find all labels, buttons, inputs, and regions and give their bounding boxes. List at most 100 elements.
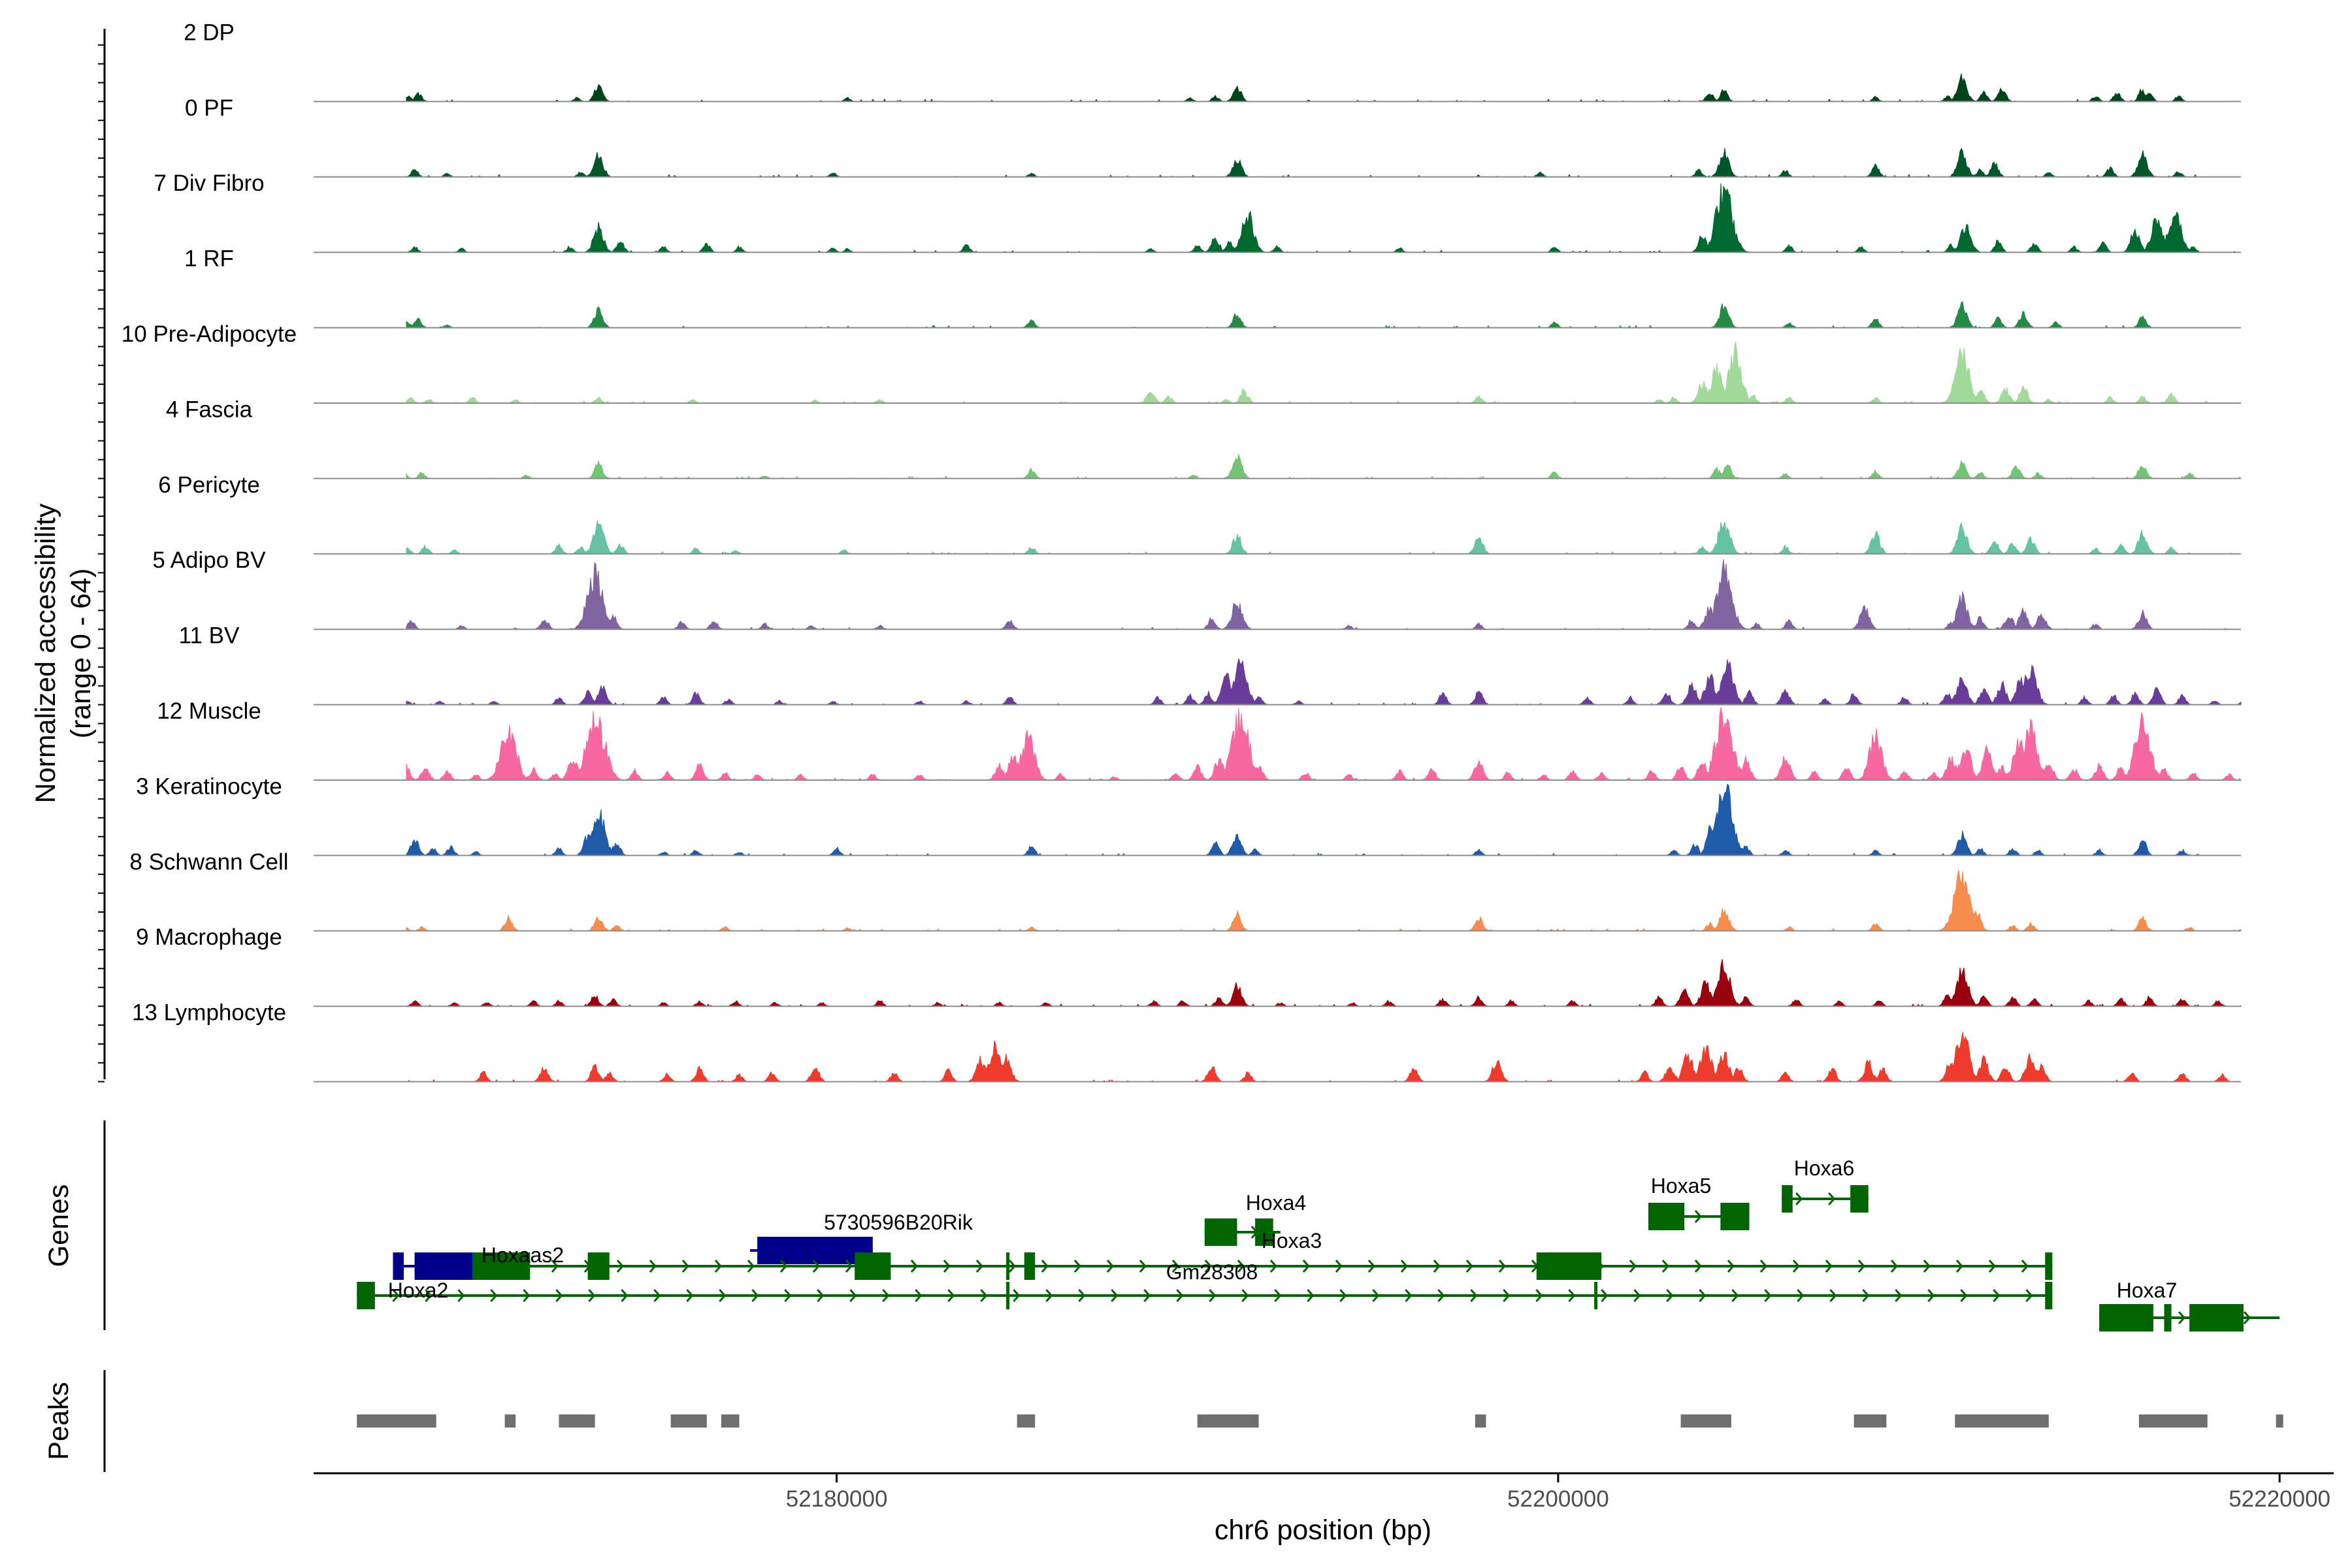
gene-strand-arrow xyxy=(1923,1260,1931,1273)
gene-strand-arrow xyxy=(425,1289,433,1302)
gene-strand-arrow xyxy=(1862,1289,1870,1302)
gene-exon xyxy=(414,1252,472,1280)
gene-exon xyxy=(472,1252,531,1280)
track-signal xyxy=(406,783,2241,857)
gene-exon xyxy=(855,1252,891,1280)
gene-exon xyxy=(1850,1185,1869,1213)
track-label: 2 DP xyxy=(184,20,235,45)
gene-strand-arrow xyxy=(649,1260,657,1273)
gene-exon xyxy=(757,1237,873,1264)
gene-strand-arrow xyxy=(1988,1260,1996,1273)
track-signal xyxy=(406,183,2241,253)
track-signal xyxy=(406,559,2241,630)
gene-exon xyxy=(2045,1252,2053,1280)
y-axis-title: Normalized accessibility (range 0 - 64) xyxy=(30,503,97,803)
gene-strand-arrow xyxy=(910,1260,918,1273)
gene-strand-arrow xyxy=(1176,1289,1184,1302)
peak-region xyxy=(1955,1414,2049,1428)
gene-exon xyxy=(1648,1203,1685,1230)
gene-label: Hoxa4 xyxy=(1246,1191,1307,1215)
peak-region xyxy=(1854,1414,1887,1428)
gene-exon xyxy=(1255,1218,1273,1246)
track-13-lymphocyte: 13 Lymphocyte xyxy=(132,1000,2241,1083)
gene-label: Hoxa6 xyxy=(1794,1156,1855,1180)
y-axis xyxy=(98,29,106,1083)
gene-hoxa6 xyxy=(1782,1185,1869,1213)
track-label: 1 RF xyxy=(184,246,234,272)
gene-strand-arrow xyxy=(751,1289,759,1302)
track-signal xyxy=(406,73,2241,103)
gene-exon xyxy=(1006,1252,1010,1280)
gene-exon xyxy=(1204,1218,1237,1246)
peak-region xyxy=(559,1414,595,1428)
gene-strand-arrow xyxy=(1993,1289,2001,1302)
track-1-rf: 1 RF xyxy=(184,246,2241,329)
gene-exon xyxy=(1024,1252,1036,1280)
gene-strand-arrow xyxy=(1307,1289,1315,1302)
track-3-keratinocyte: 3 Keratinocyte xyxy=(136,774,2241,857)
track-label: 0 PF xyxy=(185,95,233,121)
track-signal xyxy=(406,148,2241,178)
track-label: 8 Schwann Cell xyxy=(129,849,288,875)
gene-strand-arrow xyxy=(1204,1260,1212,1273)
gene-strand-arrow xyxy=(1400,1260,1408,1273)
peak-region xyxy=(2138,1414,2208,1428)
gene-strand-arrow xyxy=(616,1260,624,1273)
gene-strand-arrow xyxy=(1465,1260,1473,1273)
gene-strand-arrow xyxy=(1857,1260,1865,1273)
track-4-fascia: 4 Fascia xyxy=(166,397,2242,480)
gene-label: Hoxa2 xyxy=(388,1279,449,1302)
gene-strand-arrow xyxy=(1960,1289,1968,1302)
track-12-muscle: 12 Muscle xyxy=(157,698,2242,781)
gene-label: Hoxaas2 xyxy=(482,1243,564,1267)
track-label: 3 Keratinocyte xyxy=(136,774,282,799)
x-axis: 52180000 52200000 52220000 xyxy=(314,1472,2334,1512)
x-axis-title: chr6 position (bp) xyxy=(1215,1514,1431,1546)
track-signal xyxy=(406,519,2241,555)
gene-strand-arrow xyxy=(1955,1260,1963,1273)
peak-region xyxy=(357,1414,436,1428)
track-8-schwann-cell: 8 Schwann Cell xyxy=(129,849,2242,932)
gene-strand-arrow xyxy=(947,1289,955,1302)
gene-strand-arrow xyxy=(1405,1289,1413,1302)
gene-strand-arrow xyxy=(653,1289,661,1302)
track-label: 13 Lymphocyte xyxy=(132,1000,286,1026)
track-signal xyxy=(406,301,2241,329)
peak-region xyxy=(1475,1414,1486,1428)
gene-strand-arrow xyxy=(1171,1260,1179,1273)
gene-strand-arrow xyxy=(1666,1289,1674,1302)
track-signal xyxy=(406,870,2242,932)
track-label: 9 Macrophage xyxy=(136,924,282,950)
gene-strand-arrow xyxy=(1372,1289,1380,1302)
gene-strand-arrow xyxy=(817,1289,825,1302)
gene-strand-arrow xyxy=(975,1260,983,1273)
gene-strand-arrow xyxy=(714,1260,722,1273)
track-11-bv: 11 BV xyxy=(179,623,2242,706)
gene-exon xyxy=(1720,1203,1750,1230)
gene-strand-arrow xyxy=(1470,1289,1478,1302)
track-label: 5 Adipo BV xyxy=(152,547,266,573)
gene-exon xyxy=(2099,1304,2153,1331)
track-9-macrophage: 9 Macrophage xyxy=(136,924,2242,1007)
gene-strand-arrow xyxy=(1106,1260,1114,1273)
gene-strand-arrow xyxy=(1699,1289,1707,1302)
gene-hoxa7 xyxy=(2099,1304,2280,1331)
gene-strand-arrow xyxy=(845,1260,853,1273)
track-signal xyxy=(406,707,2242,781)
gene-exon xyxy=(2189,1304,2244,1331)
peak-region xyxy=(1197,1414,1259,1428)
gene-strand-arrow xyxy=(1237,1260,1245,1273)
gene-strand-arrow xyxy=(882,1289,890,1302)
gene-strand-arrow xyxy=(719,1289,727,1302)
gene-strand-arrow xyxy=(980,1289,988,1302)
gene-strand-arrow xyxy=(681,1260,689,1273)
gene-strand-arrow xyxy=(1568,1289,1576,1302)
gene-strand-arrow xyxy=(1073,1260,1081,1273)
gene-exon xyxy=(1594,1282,1598,1309)
peaks-panel: Peaks xyxy=(43,1370,2283,1472)
gene-strand-arrow xyxy=(747,1260,755,1273)
gene-strand-arrow xyxy=(784,1289,792,1302)
track-6-pericyte: 6 Pericyte xyxy=(158,472,2241,555)
gene-exon xyxy=(393,1252,404,1280)
